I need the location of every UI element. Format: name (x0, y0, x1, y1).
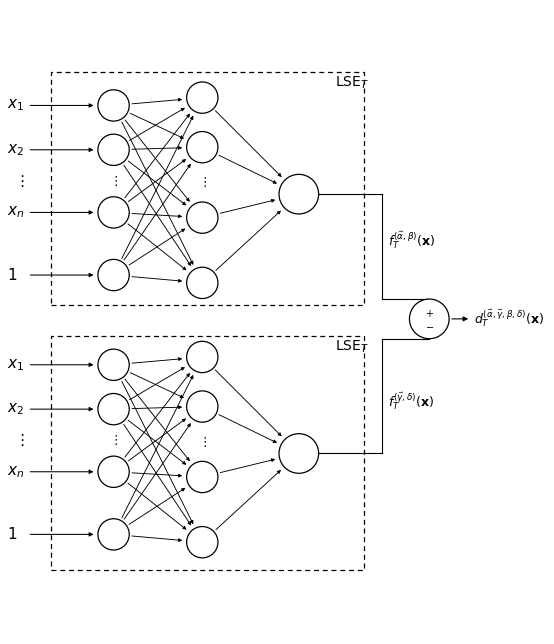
Circle shape (187, 82, 218, 113)
Circle shape (98, 90, 129, 121)
Text: $\vdots$: $\vdots$ (14, 433, 25, 448)
Circle shape (98, 518, 129, 550)
Text: $\vdots$: $\vdots$ (14, 173, 25, 189)
Circle shape (187, 391, 218, 422)
Circle shape (187, 267, 218, 299)
Text: LSE$_T$: LSE$_T$ (335, 74, 370, 91)
Circle shape (98, 393, 129, 425)
Text: $-$: $-$ (425, 321, 434, 331)
Text: $d_T^{(\vec{\alpha},\vec{\gamma},\beta,\delta)}(\mathbf{x})$: $d_T^{(\vec{\alpha},\vec{\gamma},\beta,\… (474, 308, 544, 330)
Circle shape (187, 461, 218, 493)
Circle shape (187, 341, 218, 373)
Text: $x_n$: $x_n$ (7, 464, 24, 480)
Circle shape (98, 349, 129, 381)
Text: $1$: $1$ (7, 267, 17, 283)
Circle shape (98, 260, 129, 290)
Text: $1$: $1$ (7, 526, 17, 542)
Text: $\vdots$: $\vdots$ (109, 174, 118, 188)
Circle shape (187, 131, 218, 163)
Text: $f_T^{(\vec{\alpha},\beta)}(\mathbf{x})$: $f_T^{(\vec{\alpha},\beta)}(\mathbf{x})$ (388, 230, 435, 252)
Text: $f_T^{(\vec{\gamma},\delta)}(\mathbf{x})$: $f_T^{(\vec{\gamma},\delta)}(\mathbf{x})… (388, 391, 434, 413)
Bar (51, 336, 364, 570)
Circle shape (98, 456, 129, 488)
Text: $\vdots$: $\vdots$ (198, 175, 207, 189)
Circle shape (279, 175, 319, 214)
Circle shape (187, 202, 218, 233)
Text: $x_1$: $x_1$ (7, 357, 24, 373)
Bar (51, 71, 364, 305)
Text: $x_1$: $x_1$ (7, 98, 24, 113)
Circle shape (187, 527, 218, 558)
Circle shape (409, 299, 449, 339)
Text: $x_2$: $x_2$ (7, 142, 24, 158)
Text: $x_2$: $x_2$ (7, 401, 24, 417)
Text: $+$: $+$ (425, 308, 434, 319)
Text: LSE$_T$: LSE$_T$ (335, 339, 370, 355)
Circle shape (98, 197, 129, 228)
Circle shape (279, 433, 319, 473)
Text: $\vdots$: $\vdots$ (198, 435, 207, 449)
Circle shape (98, 134, 129, 166)
Text: $x_n$: $x_n$ (7, 205, 24, 220)
Text: $\vdots$: $\vdots$ (109, 433, 118, 448)
